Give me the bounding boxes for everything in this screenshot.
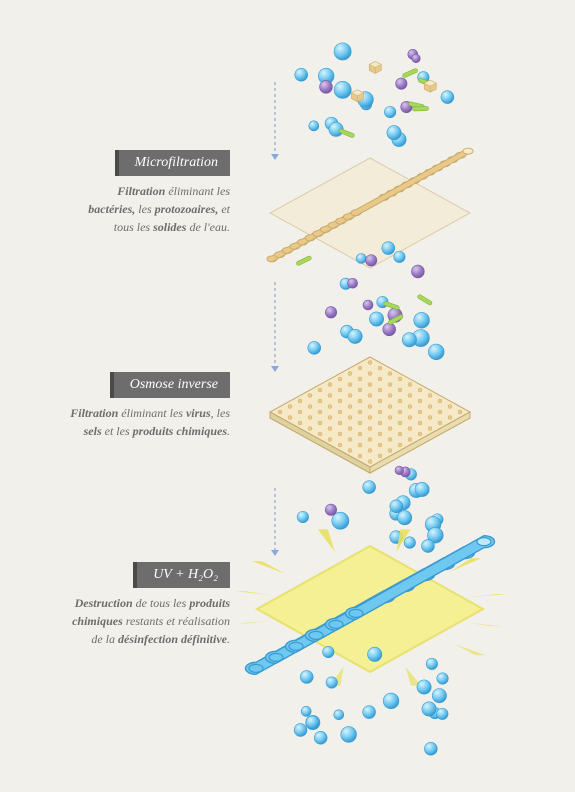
- stage-desc-uv: Destruction de tous les produits chimiqu…: [70, 594, 230, 648]
- stage-label-uv: UV + H₂O₂: [133, 562, 230, 588]
- diagram-scene: [0, 0, 575, 792]
- stage-desc-osmose: Filtration éliminant les virus, les sels…: [70, 404, 230, 440]
- stage-label-osmose: Osmose inverse: [110, 372, 230, 398]
- stage-label-microfiltration: Microfiltration: [115, 150, 230, 176]
- stage-desc-microfiltration: Filtration éliminant les bactéries, les …: [70, 182, 230, 236]
